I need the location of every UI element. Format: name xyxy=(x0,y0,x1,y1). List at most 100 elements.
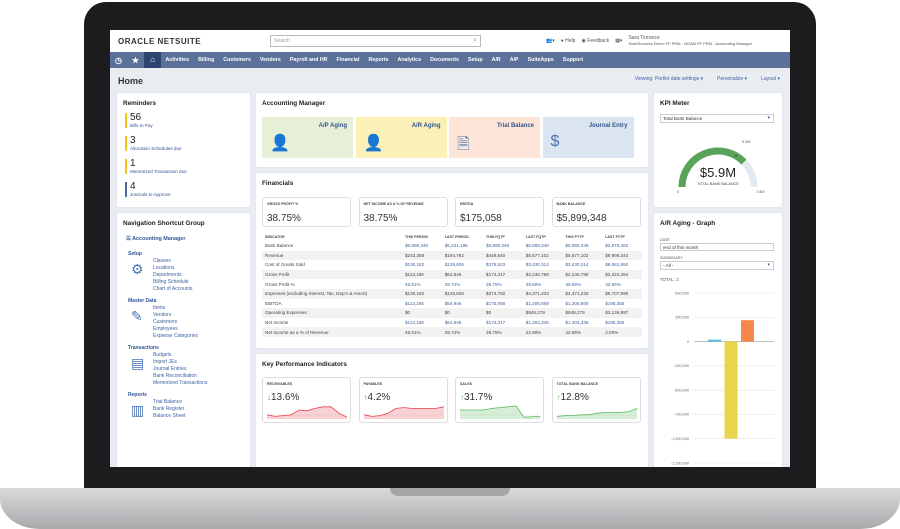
shortcut-link[interactable]: Vendors xyxy=(153,312,172,318)
reminder-item[interactable]: 4 Journals to Approve xyxy=(125,182,171,197)
value-cell[interactable]: $5,899,348 xyxy=(486,243,510,249)
value-cell[interactable]: $198,355 xyxy=(605,300,625,306)
portlet-title: Navigation Shortcut Group xyxy=(123,220,205,227)
value-cell[interactable]: 33.56% xyxy=(605,281,621,287)
people-icon[interactable]: 👥▾ xyxy=(546,38,555,44)
value-cell[interactable]: $5,899,348 xyxy=(525,243,549,249)
nav-item[interactable]: Billing xyxy=(198,57,215,63)
indicator-cell: EBITDA xyxy=(265,300,282,306)
shortcut-link[interactable]: Balance Sheet xyxy=(153,413,186,419)
nav-item[interactable]: Reports xyxy=(368,57,389,63)
shortcut-link[interactable]: Bank Register xyxy=(153,406,185,412)
value-cell[interactable]: $54,946 xyxy=(444,320,462,326)
value-cell[interactable]: $113,186 xyxy=(405,320,424,326)
shortcut-link[interactable]: Customers xyxy=(153,319,178,325)
value-cell[interactable]: $3,430,314 xyxy=(565,262,589,268)
recent-icon[interactable]: ◷ xyxy=(115,55,122,65)
nav-item[interactable]: Support xyxy=(562,57,584,63)
value-cell[interactable]: $175,058 xyxy=(486,300,506,306)
reminder-label[interactable]: Memorized Transaction due xyxy=(130,169,187,174)
reminder-label[interactable]: Journals to Approve xyxy=(130,192,171,197)
shortcut-link[interactable]: Budgets xyxy=(153,352,172,358)
nav-item[interactable]: Customers xyxy=(223,57,251,63)
search-icon[interactable]: ⌕ xyxy=(473,37,477,44)
value-cell[interactable]: $5,231,196 xyxy=(444,243,468,249)
help-link[interactable]: ● Help xyxy=(560,38,576,44)
shortcut-link[interactable]: Import JEs xyxy=(153,359,177,365)
layout-dropdown[interactable]: Layout ▾ xyxy=(761,76,780,82)
value-cell[interactable]: $129,836 xyxy=(444,262,464,268)
reminder-item[interactable]: 3 Allocation Schedules due xyxy=(125,136,182,151)
value-cell[interactable]: 39.58% xyxy=(525,281,542,287)
value-cell[interactable]: $2,976,482 xyxy=(605,243,629,249)
value-cell[interactable]: 29.74% xyxy=(444,281,461,287)
value-cell[interactable]: $1,305,869 xyxy=(565,300,589,306)
nav-item[interactable]: Vendors xyxy=(259,57,281,63)
column-header: LAST FYTP xyxy=(605,235,625,239)
home-icon[interactable]: ⌂ xyxy=(144,52,161,68)
value-cell[interactable]: $174,317 xyxy=(486,320,506,326)
shortcut-link[interactable]: Classes xyxy=(153,258,171,264)
date-input[interactable]: end of this month xyxy=(660,243,774,251)
nav-item[interactable]: Setup xyxy=(467,57,483,63)
shortcut-tile[interactable]: A/P Aging 👤 xyxy=(262,117,353,158)
shortcut-link[interactable]: Trial Balance xyxy=(153,399,182,405)
value-cell[interactable]: $1,305,869 xyxy=(525,300,549,306)
reminder-label[interactable]: Allocation Schedules due xyxy=(130,146,182,151)
value-cell[interactable]: 39.58% xyxy=(565,281,582,287)
shortcut-link[interactable]: Locations xyxy=(153,265,175,271)
shortcut-link[interactable]: Journal Entries xyxy=(153,366,187,372)
value-cell[interactable]: $1,304,336 xyxy=(525,320,549,326)
bar[interactable] xyxy=(741,320,754,342)
nav-item[interactable]: Payroll and HR xyxy=(289,57,328,63)
value-cell[interactable]: 46.51% xyxy=(405,281,421,287)
shortcut-group[interactable]: ☰ Accounting Manager xyxy=(126,236,185,242)
nav-item[interactable]: Financial xyxy=(336,57,360,63)
shortcut-link[interactable]: Items xyxy=(153,305,166,311)
shortcut-link[interactable]: Expense Categories xyxy=(153,333,199,339)
shortcut-tile[interactable]: A/R Aging 👤 xyxy=(355,117,447,158)
subsidiary-select[interactable]: - All - ▾ xyxy=(660,261,774,270)
value-cell[interactable]: 38.75% xyxy=(486,281,502,287)
shortcut-link[interactable]: Employees xyxy=(153,326,178,332)
value-cell[interactable]: $6,581,950 xyxy=(605,262,629,268)
search-input[interactable]: Search ⌕ xyxy=(270,35,481,47)
value-cell: $449,840 xyxy=(483,250,523,261)
kpi-meter-select[interactable]: Total Bank Balance ▾ xyxy=(660,114,774,123)
shortcut-link[interactable]: Chart of Accounts xyxy=(153,286,193,292)
nav-item[interactable]: A/R xyxy=(491,57,501,63)
reminder-item[interactable]: 1 Memorized Transaction due xyxy=(125,159,187,174)
value-cell[interactable]: $5,899,348 xyxy=(565,243,589,249)
role-icon[interactable]: ▦▾ xyxy=(615,38,623,44)
total-value[interactable]: 3 xyxy=(676,277,679,282)
shortcut-link[interactable]: Memorized Transactions xyxy=(153,380,208,386)
shortcut-tile[interactable]: Trial Balance 🗎 xyxy=(449,117,540,158)
value-cell[interactable]: $1,304,336 xyxy=(565,320,589,326)
value-cell[interactable]: $113,186 xyxy=(405,300,424,306)
shortcut-tile[interactable]: Journal Entry $ xyxy=(542,117,634,158)
value-cell: 22.98% xyxy=(522,327,563,337)
nav-item[interactable]: Analytics xyxy=(397,57,422,63)
nav-item[interactable]: Activities xyxy=(165,57,190,63)
value-cell[interactable]: $54,946 xyxy=(444,300,462,306)
value-cell[interactable]: $5,899,348 xyxy=(405,243,428,249)
bar[interactable] xyxy=(708,339,721,342)
reminder-label[interactable]: Bills to Pay xyxy=(130,123,153,128)
value-cell[interactable]: $3,430,314 xyxy=(525,262,549,268)
star-icon[interactable]: ★ xyxy=(131,55,140,65)
feedback-link[interactable]: ◉ Feedback xyxy=(581,38,610,44)
value-cell[interactable]: $198,355 xyxy=(605,320,625,326)
nav-item[interactable]: SuiteApps xyxy=(527,57,554,63)
value-cell[interactable]: $275,523 xyxy=(486,262,506,268)
reminder-item[interactable]: 56 Bills to Pay xyxy=(125,113,153,128)
value-cell[interactable]: $130,182 xyxy=(405,262,425,268)
nav-item[interactable]: Documents xyxy=(430,57,459,63)
personalize-dropdown[interactable]: Personalize ▾ xyxy=(717,76,748,82)
viewing-dropdown[interactable]: Viewing: Portlet date settings ▾ xyxy=(634,76,704,82)
nav-item[interactable]: A/P xyxy=(509,57,519,63)
shortcut-link[interactable]: Billing Schedule xyxy=(153,279,189,285)
shortcut-link[interactable]: Departments xyxy=(153,272,182,278)
shortcut-link[interactable]: Bank Reconciliation xyxy=(153,373,197,379)
bar[interactable] xyxy=(724,341,738,439)
user-menu[interactable]: Sara Torrance SuiteSuccess Demo FF PRM - … xyxy=(628,35,752,47)
